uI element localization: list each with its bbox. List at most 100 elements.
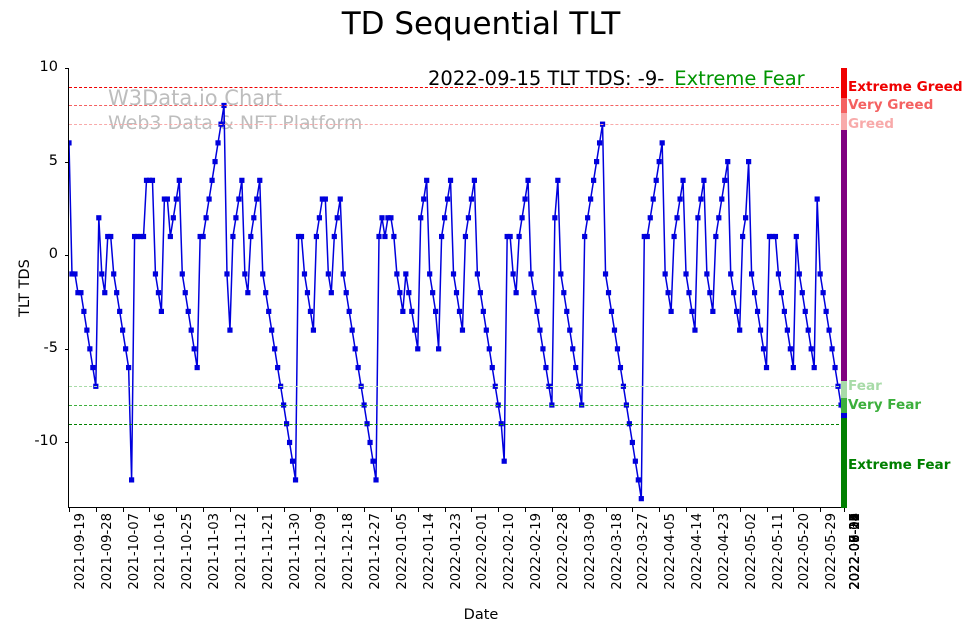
series-marker [188, 327, 194, 333]
series-marker [254, 196, 260, 202]
series-marker [295, 233, 302, 240]
series-marker [501, 458, 507, 464]
series-marker [775, 271, 782, 277]
x-tick-label: 2022-04-23 [716, 513, 732, 590]
series-marker [257, 177, 263, 183]
series-marker [96, 215, 102, 221]
series-marker [808, 346, 814, 352]
series-marker [304, 290, 311, 296]
series-marker [355, 364, 361, 371]
series-marker [489, 364, 495, 371]
marker-bar-segment [841, 418, 847, 508]
series-marker [319, 196, 325, 202]
series-marker [826, 327, 832, 333]
series-marker [573, 364, 579, 371]
series-marker [224, 271, 230, 277]
x-tick-mark [122, 507, 124, 512]
series-marker [129, 477, 135, 483]
x-tick-mark [525, 507, 527, 512]
threshold-line-greed [69, 124, 844, 126]
series-marker [403, 271, 409, 277]
series-marker [90, 364, 96, 371]
x-tick-mark [310, 507, 312, 512]
y-tick-mark [64, 68, 69, 69]
series-marker [173, 196, 179, 202]
series-marker [701, 177, 707, 183]
series-marker [391, 233, 397, 240]
series-marker [215, 140, 221, 146]
series-marker [617, 364, 624, 371]
threshold-line-very-greed [69, 105, 844, 107]
series-marker [743, 215, 749, 221]
series-marker [647, 215, 653, 221]
series-marker [146, 177, 153, 183]
x-tick-mark [659, 507, 661, 512]
series-marker [439, 233, 445, 240]
series-marker [325, 271, 331, 277]
x-tick-label: 2021-10-25 [180, 513, 196, 590]
series-marker [158, 308, 164, 314]
series-marker [659, 140, 665, 146]
series-marker [471, 177, 477, 183]
x-tick-label: 2022-05-20 [797, 513, 813, 590]
series-marker [430, 290, 436, 296]
series-marker [480, 308, 486, 314]
series-marker [233, 215, 239, 221]
series-marker [331, 233, 337, 240]
series-marker [531, 290, 537, 296]
series-marker [558, 271, 564, 277]
series-marker [167, 233, 173, 240]
series-marker [289, 458, 296, 464]
series-marker [731, 290, 737, 296]
series-marker [385, 215, 391, 221]
series-marker [707, 290, 713, 296]
series-marker [108, 233, 114, 240]
series-marker [209, 177, 215, 183]
series-marker [379, 215, 385, 221]
series-marker [176, 177, 182, 183]
series-marker [543, 364, 549, 371]
x-tick-mark [739, 507, 741, 512]
x-tick-label: 2021-11-12 [233, 513, 249, 590]
x-tick-label: 2021-11-21 [260, 513, 276, 590]
side-label-greed: Greed [848, 116, 895, 133]
series-marker [349, 327, 355, 333]
x-tick-label: 2022-03-18 [609, 513, 625, 590]
x-tick-mark [605, 507, 607, 512]
x-tick-label: 2021-10-07 [126, 513, 142, 590]
series-marker [346, 308, 352, 314]
series-marker [772, 233, 779, 240]
x-tick-mark [793, 507, 795, 512]
series-marker [749, 271, 755, 277]
x-tick-mark [820, 507, 822, 512]
x-tick-mark [69, 507, 70, 512]
x-tick-label: 2022-01-23 [448, 513, 464, 590]
series-marker [212, 159, 218, 165]
series-marker [397, 290, 403, 296]
series-marker [468, 196, 474, 202]
threshold-line-very-fear [69, 405, 844, 407]
series-marker [456, 308, 463, 314]
side-label-fear: Fear [848, 378, 882, 395]
series-marker [760, 346, 767, 352]
series-marker [394, 271, 400, 277]
series-marker [245, 290, 251, 296]
series-marker [242, 271, 248, 277]
series-marker [263, 290, 269, 296]
series-marker [719, 196, 725, 202]
x-tick-label: 2021-09-19 [73, 513, 88, 590]
series-marker [638, 496, 644, 502]
series-marker [537, 327, 543, 333]
series-marker [191, 346, 197, 352]
series-marker [164, 196, 170, 202]
series-marker [737, 327, 743, 333]
series-marker [453, 290, 460, 296]
series-marker [251, 215, 257, 221]
series-marker [170, 215, 176, 221]
series-marker [525, 177, 531, 183]
x-tick-label: 2022-04-14 [690, 513, 706, 590]
series-marker [424, 177, 430, 183]
series-marker [140, 233, 147, 240]
series-marker [436, 346, 442, 352]
series-marker [763, 364, 770, 371]
